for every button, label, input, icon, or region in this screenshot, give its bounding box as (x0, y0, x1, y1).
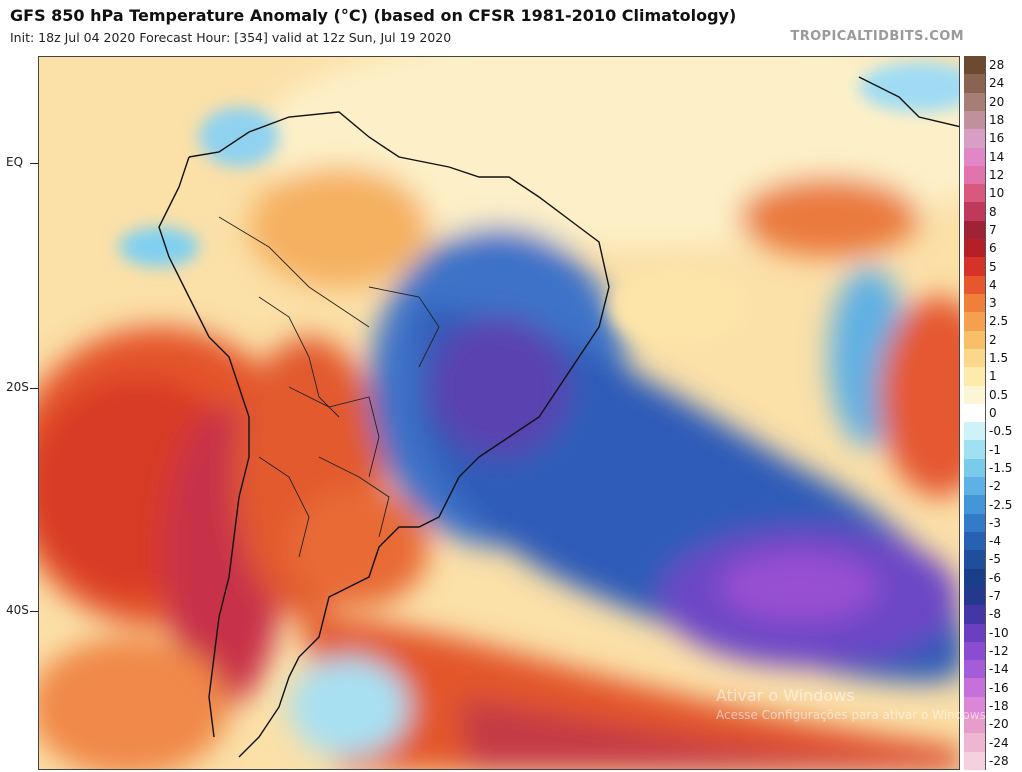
colorbar-swatch (964, 330, 986, 350)
colorbar-label: -5 (989, 552, 1001, 567)
colorbar-label: -1.5 (989, 460, 1013, 475)
colorbar-swatch (964, 147, 986, 167)
colorbar-swatch (964, 696, 986, 716)
colorbar-swatch (964, 678, 986, 698)
colorbar-label: 2 (989, 332, 997, 347)
colorbar-label: -4 (989, 534, 1001, 549)
colorbar-label: 7 (989, 222, 997, 237)
colorbar-label: -10 (989, 625, 1009, 640)
colorbar-label: -28 (989, 753, 1009, 768)
political-borders (218, 216, 440, 558)
colorbar-swatch (964, 495, 986, 515)
colorbar-label: -2.5 (989, 497, 1013, 512)
lat-label-20s: 20S (6, 380, 29, 394)
anomaly-field-shading (39, 57, 959, 769)
windows-activation-subtitle: Acesse Configurações para ativar o Windo… (716, 708, 990, 722)
colorbar-swatch (964, 440, 986, 460)
colorbar-label: -7 (989, 589, 1001, 604)
colorbar-label: 3 (989, 296, 997, 311)
colorbar-swatch (964, 751, 986, 771)
colorbar-label: 1 (989, 369, 997, 384)
windows-activation-title: Ativar o Windows (716, 686, 855, 705)
colorbar-label: 5 (989, 259, 997, 274)
colorbar-label: -8 (989, 607, 1001, 622)
colorbar-label: 16 (989, 131, 1005, 146)
anomaly-map-graphic (39, 57, 959, 769)
colorbar-label: 0.5 (989, 387, 1009, 402)
map-subtitle: Init: 18z Jul 04 2020 Forecast Hour: [35… (10, 30, 452, 45)
brand-watermark: TROPICALTIDBITS.COM (790, 29, 964, 44)
colorbar-label: -24 (989, 735, 1009, 750)
lat-label-40s: 40S (6, 603, 29, 617)
coastlines (158, 76, 959, 758)
map-title: GFS 850 hPa Temperature Anomaly (°C) (ba… (10, 6, 737, 25)
colorbar-swatch (964, 312, 986, 332)
colorbar-label: 10 (989, 186, 1005, 201)
colorbar-swatch (964, 513, 986, 533)
colorbar-swatch (964, 129, 986, 149)
colorbar-label: 1.5 (989, 351, 1009, 366)
colorbar-swatch (964, 110, 986, 130)
colorbar-swatch (964, 715, 986, 734)
colorbar-swatch (964, 257, 986, 277)
lat-tick-40s (30, 611, 38, 612)
colorbar-swatch (964, 165, 986, 185)
colorbar-swatch (964, 239, 986, 258)
colorbar-label: -14 (989, 662, 1009, 677)
colorbar-label: 28 (989, 58, 1005, 73)
colorbar-label: 20 (989, 94, 1005, 109)
colorbar-swatch (964, 422, 986, 441)
colorbar-swatch (964, 641, 986, 661)
colorbar-label: -18 (989, 698, 1009, 713)
colorbar-swatch (964, 367, 986, 387)
colorbar-swatch (964, 623, 986, 643)
colorbar-swatch (964, 568, 986, 588)
colorbar-swatch (964, 385, 986, 405)
colorbar-label: 4 (989, 277, 997, 292)
colorbar-label: 6 (989, 241, 997, 256)
colorbar-swatch (964, 74, 986, 94)
anomaly-map (38, 56, 960, 770)
colorbar-label: 24 (989, 76, 1005, 91)
colorbar-swatch (964, 275, 986, 295)
colorbar-swatch (964, 477, 986, 496)
colorbar-swatch (964, 202, 986, 222)
colorbar-swatch (964, 605, 986, 625)
colorbar-swatch (964, 348, 986, 368)
colorbar-swatch (964, 532, 986, 551)
colorbar-swatch (964, 550, 986, 570)
colorbar-label: 18 (989, 113, 1005, 128)
colorbar-swatch (964, 458, 986, 478)
colorbar-label: -6 (989, 570, 1001, 585)
colorbar-label: -1 (989, 442, 1001, 457)
lat-label-eq: EQ (6, 155, 24, 169)
colorbar-swatch (964, 92, 986, 112)
colorbar-swatch (964, 56, 986, 75)
colorbar-label: -3 (989, 515, 1001, 530)
colorbar-label: 2.5 (989, 314, 1009, 329)
colorbar-swatch (964, 733, 986, 753)
lat-tick-20s (30, 388, 38, 389)
colorbar-swatch (964, 586, 986, 606)
anomaly-field-detail (119, 62, 959, 347)
colorbar-label: 8 (989, 204, 997, 219)
colorbar-label: -12 (989, 644, 1009, 658)
colorbar-label: -16 (989, 680, 1009, 695)
colorbar-swatch (964, 294, 986, 313)
colorbar-label: -20 (989, 717, 1009, 732)
colorbar-label: -0.5 (989, 424, 1013, 439)
colorbar-swatch (964, 184, 986, 203)
colorbar-label: 12 (989, 168, 1005, 182)
colorbar-label: -2 (989, 479, 1001, 494)
lat-tick-eq (30, 163, 38, 164)
colorbar: 28 24 20 18 16 14 12 10 8 7 6 5 4 3 2.5 2 1.5 1 0.5 0 -0.5 -1… (964, 56, 1020, 771)
colorbar-label: 0 (989, 406, 997, 420)
colorbar-label: 14 (989, 149, 1005, 164)
colorbar-swatch (964, 660, 986, 679)
colorbar-swatch (964, 403, 986, 423)
colorbar-swatch (964, 220, 986, 240)
